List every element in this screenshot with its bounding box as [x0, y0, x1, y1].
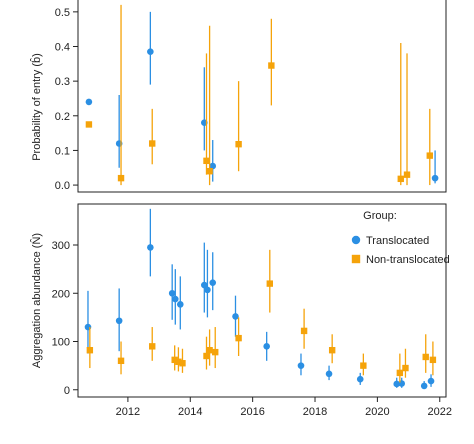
legend-marker: [351, 254, 361, 264]
legend-title: Group:: [363, 210, 397, 222]
data-point: [235, 140, 242, 148]
y-tick-label: 0.0: [55, 180, 70, 192]
data-point: [86, 346, 94, 354]
data-point: [149, 343, 156, 350]
data-point: [297, 362, 305, 369]
data-point: [168, 289, 176, 297]
data-point: [85, 98, 93, 106]
data-point: [268, 62, 275, 69]
y-tick-label: 0.5: [55, 7, 70, 19]
data-point: [176, 301, 184, 308]
y-tick-label: 0.2: [55, 111, 70, 123]
series-translocated: [85, 11, 439, 184]
data-point: [328, 346, 336, 354]
data-point: [209, 279, 217, 286]
data-point: [325, 370, 333, 378]
legend-label: Translocated: [366, 235, 429, 247]
x-tick-label: 2016: [240, 406, 264, 418]
series-non-translocated: [85, 4, 433, 186]
x-tick-label: 2012: [116, 406, 140, 418]
data-point: [206, 168, 213, 175]
bottom-panel: 0 100 200 300 2012 2014 2016 2018 2020 2022 Aggreg…: [29, 203, 452, 418]
data-point: [427, 377, 435, 385]
y-tick-label: 0.3: [55, 76, 70, 88]
data-point: [171, 356, 178, 364]
y-tick-label: 100: [52, 337, 70, 349]
data-point: [212, 348, 219, 356]
data-point: [175, 358, 182, 365]
data-point: [263, 343, 270, 350]
y-tick-label: 300: [52, 240, 70, 252]
y-tick-label: 0.4: [55, 42, 70, 54]
data-point: [429, 356, 437, 364]
data-point: [402, 364, 409, 372]
data-point: [147, 48, 154, 55]
data-point: [420, 382, 428, 390]
data-point: [147, 244, 154, 251]
data-point: [117, 174, 125, 182]
data-point: [203, 352, 210, 360]
plot-frame: [77, 0, 447, 193]
data-point: [204, 286, 211, 294]
plot-frame: [77, 203, 447, 398]
data-point: [201, 281, 208, 289]
x-tick-label: 2020: [365, 406, 389, 418]
data-point: [206, 346, 213, 354]
y-tick-label: 200: [52, 288, 70, 300]
data-point: [203, 157, 210, 165]
data-point: [232, 313, 239, 320]
legend-label: Non-translocated: [366, 254, 450, 266]
data-point: [209, 162, 217, 170]
data-point: [300, 327, 308, 335]
data-point: [403, 171, 411, 178]
data-point: [356, 375, 364, 383]
data-point: [360, 362, 367, 369]
x-tick-label: 2018: [303, 406, 327, 418]
data-point: [426, 152, 433, 159]
legend: Group: Translocated Non-translocated: [351, 210, 450, 266]
top-panel: 0.0 0.1 0.2 0.3 0.4 0.5 Probability of entry (…: [29, 0, 447, 193]
data-point: [266, 280, 273, 287]
data-point: [396, 369, 404, 377]
x-tick-label: 2014: [178, 406, 202, 418]
y-axis-label: Probability of entry (b̂): [29, 53, 43, 161]
data-point: [393, 380, 401, 388]
data-point: [397, 175, 404, 183]
data-point: [117, 357, 125, 365]
y-axis-label: Aggregation abundance (N̂): [29, 233, 43, 368]
data-point: [235, 334, 242, 342]
data-point: [431, 174, 439, 182]
data-point: [85, 121, 93, 128]
legend-marker: [351, 235, 361, 245]
series-non-translocated: [86, 249, 437, 383]
y-tick-label: 0: [64, 385, 70, 397]
data-point: [115, 317, 123, 325]
data-point: [422, 353, 429, 361]
data-point: [172, 295, 179, 303]
y-tick-label: 0.1: [55, 145, 70, 157]
data-point: [149, 140, 156, 147]
data-point: [179, 360, 186, 367]
x-tick-label: 2022: [428, 406, 452, 418]
